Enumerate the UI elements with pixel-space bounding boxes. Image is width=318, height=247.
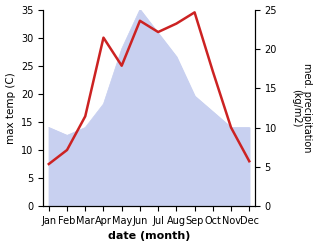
Y-axis label: med. precipitation
(kg/m2): med. precipitation (kg/m2) xyxy=(291,63,313,153)
X-axis label: date (month): date (month) xyxy=(108,231,190,242)
Y-axis label: max temp (C): max temp (C) xyxy=(5,72,16,144)
